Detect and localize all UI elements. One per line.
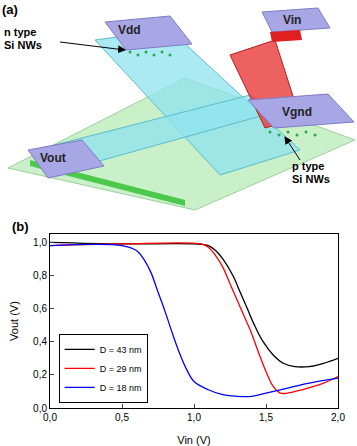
svg-text:(b): (b) [12, 219, 29, 234]
svg-text:n type: n type [4, 26, 36, 38]
svg-text:Vgnd: Vgnd [282, 105, 312, 119]
svg-text:0,6: 0,6 [33, 303, 47, 314]
svg-text:1,0: 1,0 [187, 412, 201, 423]
svg-text:Vdd: Vdd [118, 23, 141, 37]
svg-text:0,0: 0,0 [33, 403, 47, 414]
svg-text:0,5: 0,5 [115, 412, 129, 423]
svg-text:Si NWs: Si NWs [4, 39, 42, 51]
svg-text:D = 29 nm: D = 29 nm [100, 364, 142, 374]
svg-text:p type: p type [292, 160, 324, 172]
svg-text:0,8: 0,8 [33, 270, 47, 281]
svg-text:Vout: Vout [40, 151, 66, 165]
svg-text:Vin: Vin [283, 13, 301, 27]
svg-text:2,0: 2,0 [331, 412, 345, 423]
svg-text:1,0: 1,0 [33, 237, 47, 248]
svg-text:Vin (V): Vin (V) [177, 434, 210, 446]
svg-text:0,4: 0,4 [33, 336, 47, 347]
svg-text:D = 18 nm: D = 18 nm [100, 383, 142, 393]
svg-text:Vout (V): Vout (V) [8, 301, 20, 341]
svg-text:D = 43 nm: D = 43 nm [100, 345, 142, 355]
svg-text:Si NWs: Si NWs [292, 173, 330, 185]
svg-text:(a): (a) [2, 2, 18, 17]
svg-text:0,2: 0,2 [33, 369, 47, 380]
svg-text:0,0: 0,0 [43, 412, 57, 423]
svg-text:1,5: 1,5 [259, 412, 273, 423]
